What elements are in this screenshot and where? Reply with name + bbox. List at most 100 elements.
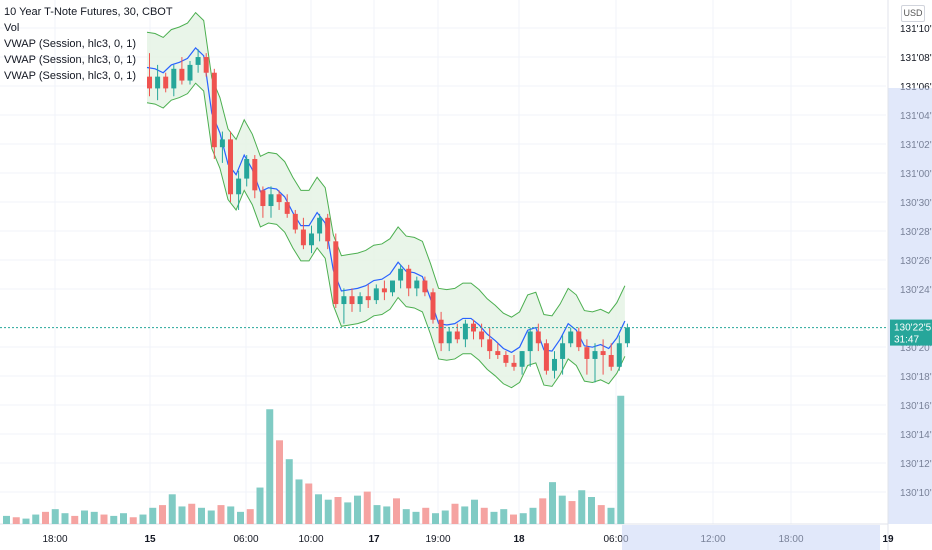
legend-vwap-1[interactable]: VWAP (Session, hlc3, 0, 1): [4, 38, 137, 50]
candle-body[interactable]: [219, 139, 225, 148]
volume-bar[interactable]: [61, 513, 69, 524]
volume-bar[interactable]: [441, 510, 449, 525]
legend-vwap-2[interactable]: VWAP (Session, hlc3, 0, 1): [4, 54, 137, 66]
time-tick-label[interactable]: 19:00: [425, 534, 450, 545]
volume-bar[interactable]: [217, 505, 225, 524]
candle-body[interactable]: [576, 331, 582, 348]
volume-bar[interactable]: [315, 494, 322, 524]
candle-body[interactable]: [147, 76, 152, 89]
price-tick-label[interactable]: 131'08'0: [900, 53, 932, 64]
candle-body[interactable]: [333, 241, 339, 305]
candle-body[interactable]: [600, 351, 606, 356]
volume-bar[interactable]: [305, 483, 313, 525]
volume-bar[interactable]: [568, 501, 576, 524]
volume-bar[interactable]: [471, 499, 478, 524]
candle-body[interactable]: [260, 190, 266, 207]
time-tick-label[interactable]: 18: [513, 534, 525, 545]
candle-body[interactable]: [163, 76, 169, 89]
candle-body[interactable]: [365, 296, 371, 301]
candle-body[interactable]: [236, 178, 242, 195]
volume-bar[interactable]: [334, 497, 342, 524]
time-tick-label[interactable]: 18:00: [42, 534, 67, 545]
volume-bar[interactable]: [412, 511, 420, 524]
volume-bar[interactable]: [402, 509, 410, 524]
volume-bar[interactable]: [100, 514, 108, 524]
volume-bar[interactable]: [558, 495, 566, 524]
candle-body[interactable]: [171, 68, 177, 89]
currency-badge[interactable]: USD: [901, 5, 925, 22]
volume-bar[interactable]: [500, 509, 508, 524]
volume-bar[interactable]: [178, 506, 186, 524]
candle-body[interactable]: [616, 343, 622, 367]
legend-title[interactable]: 10 Year T-Note Futures, 30, CBOT: [4, 6, 173, 18]
legend-vwap-3[interactable]: VWAP (Session, hlc3, 0, 1): [4, 70, 137, 82]
volume-bar[interactable]: [3, 515, 10, 524]
candle-body[interactable]: [284, 202, 290, 214]
volume-bar[interactable]: [188, 503, 196, 524]
candle-body[interactable]: [446, 331, 452, 344]
volume-bar[interactable]: [285, 459, 293, 524]
time-tick-label[interactable]: 10:00: [298, 534, 323, 545]
candle-body[interactable]: [373, 288, 379, 301]
legend-vol[interactable]: Vol: [4, 22, 20, 34]
candle-body[interactable]: [608, 355, 614, 367]
candle-body[interactable]: [495, 351, 501, 356]
candle-body[interactable]: [252, 158, 258, 191]
volume-bar[interactable]: [480, 507, 488, 524]
candle-body[interactable]: [398, 268, 404, 281]
candle-body[interactable]: [560, 343, 566, 359]
candle-body[interactable]: [357, 296, 363, 305]
candle-body[interactable]: [309, 233, 314, 246]
volume-bar[interactable]: [227, 506, 235, 524]
volume-bar[interactable]: [149, 507, 157, 524]
candle-body[interactable]: [430, 292, 436, 320]
volume-bar[interactable]: [617, 395, 625, 524]
volume-bar[interactable]: [597, 505, 605, 524]
candle-body[interactable]: [390, 280, 395, 293]
candle-body[interactable]: [503, 355, 509, 363]
candle-body[interactable]: [479, 331, 485, 340]
candle-body[interactable]: [584, 347, 590, 359]
volume-bar[interactable]: [373, 505, 381, 524]
candle-body[interactable]: [276, 194, 282, 203]
candle-body[interactable]: [211, 72, 217, 148]
volume-bar[interactable]: [266, 409, 274, 524]
volume-bar[interactable]: [383, 506, 391, 524]
volume-bar[interactable]: [51, 509, 59, 524]
candle-body[interactable]: [244, 158, 250, 179]
volume-bar[interactable]: [344, 502, 352, 524]
candle-body[interactable]: [179, 68, 185, 81]
time-tick-label[interactable]: 06:00: [233, 534, 258, 545]
candle-body[interactable]: [535, 331, 541, 344]
volume-bar[interactable]: [129, 517, 137, 524]
candle-body[interactable]: [552, 358, 557, 371]
volume-bar[interactable]: [510, 514, 517, 524]
candle-body[interactable]: [454, 331, 460, 340]
volume-bar[interactable]: [607, 507, 615, 524]
price-tick-label[interactable]: 131'10'0: [900, 24, 932, 35]
time-tick-label[interactable]: 06:00: [603, 534, 628, 545]
candle-body[interactable]: [325, 217, 331, 242]
volume-bar[interactable]: [139, 514, 147, 524]
volume-bar[interactable]: [168, 494, 176, 524]
volume-bar[interactable]: [529, 507, 537, 524]
time-tick-label[interactable]: 15: [144, 534, 156, 545]
volume-bar[interactable]: [422, 507, 430, 524]
volume-bar[interactable]: [32, 514, 40, 524]
candle-body[interactable]: [268, 194, 274, 207]
vwap-lower-band[interactable]: [146, 82, 626, 389]
time-tick-label[interactable]: 17: [368, 534, 380, 545]
volume-bar[interactable]: [578, 490, 586, 524]
volume-bar[interactable]: [461, 506, 469, 524]
volume-bar[interactable]: [363, 491, 371, 524]
candle-body[interactable]: [228, 139, 233, 195]
candle-body[interactable]: [406, 268, 412, 289]
candle-body[interactable]: [624, 327, 630, 344]
candle-body[interactable]: [487, 339, 493, 352]
volume-bar[interactable]: [519, 513, 527, 524]
volume-bar[interactable]: [432, 513, 439, 524]
volume-bar[interactable]: [276, 440, 283, 524]
candle-body[interactable]: [543, 343, 549, 371]
candle-body[interactable]: [381, 288, 387, 293]
